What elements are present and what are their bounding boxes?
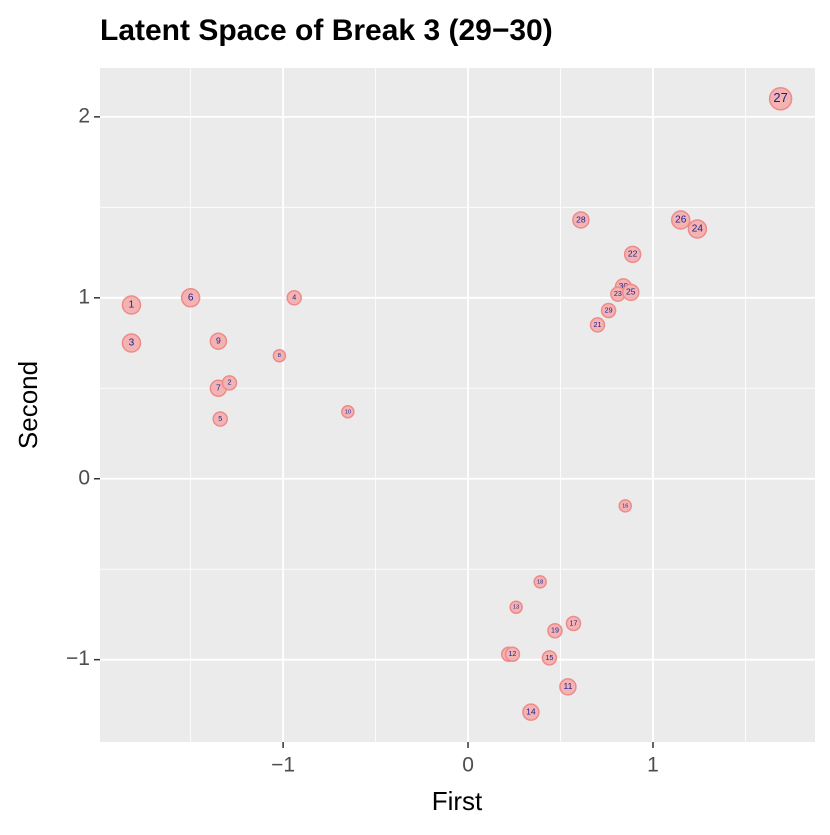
plot-panel	[100, 68, 815, 742]
point	[589, 317, 606, 333]
point	[533, 575, 547, 589]
point	[687, 219, 708, 239]
chart-title: Latent Space of Break 3 (29−30)	[100, 14, 553, 47]
point	[121, 295, 142, 315]
point-label: 25	[626, 287, 636, 297]
point	[670, 210, 691, 230]
y-tick-label: −1	[66, 647, 90, 670]
point-label: 12	[508, 650, 516, 658]
x-tick-label: −1	[271, 754, 295, 777]
point	[559, 678, 577, 696]
point-label: 30	[619, 281, 629, 291]
point	[209, 332, 228, 350]
point	[212, 411, 228, 427]
point	[623, 245, 642, 264]
point	[180, 288, 201, 308]
point	[509, 600, 523, 614]
y-tick-label: 1	[78, 285, 90, 308]
point-label: 19	[551, 627, 559, 635]
point-label: 18	[537, 579, 543, 585]
point	[547, 622, 563, 639]
point-label: 6	[188, 292, 194, 303]
y-tick-label: 2	[78, 104, 90, 127]
point-label: 24	[692, 224, 704, 235]
point-label: 13	[513, 605, 519, 611]
point-label: 26	[675, 215, 687, 226]
point	[768, 87, 793, 111]
point	[504, 646, 521, 662]
point-label: 22	[628, 249, 638, 259]
x-tick-label: 1	[647, 754, 659, 777]
point-label: 2	[227, 379, 231, 387]
point	[522, 703, 540, 721]
point-label: 17	[569, 619, 577, 627]
point-label: 9	[216, 335, 221, 345]
point-label: 4	[292, 294, 296, 302]
point-label: 16	[622, 503, 628, 509]
point	[622, 283, 640, 302]
x-axis-label: First	[432, 786, 483, 816]
point-label: 27	[773, 90, 787, 105]
point-label: 15	[545, 654, 553, 662]
x-tick-label: 0	[462, 754, 474, 777]
point-label: 29	[605, 306, 613, 314]
point	[565, 615, 582, 632]
point	[341, 405, 355, 419]
point-label: 8	[278, 353, 281, 359]
point	[600, 302, 617, 319]
point-label: 21	[594, 321, 602, 329]
y-tick-label: 0	[78, 466, 90, 489]
point-label: 3	[129, 338, 135, 349]
y-axis-label: Second	[13, 361, 43, 449]
point-label: 1	[129, 300, 135, 311]
point-label: 14	[526, 706, 536, 716]
point-label: 28	[576, 214, 586, 224]
point	[272, 348, 287, 363]
point	[121, 333, 142, 353]
point	[572, 211, 590, 229]
point-label: 23	[614, 290, 622, 298]
point	[618, 499, 632, 513]
point-label: 7	[216, 383, 221, 393]
point	[286, 290, 302, 306]
point-label: 10	[345, 409, 351, 415]
point	[541, 650, 558, 666]
point-label: 5	[218, 415, 222, 423]
point	[221, 375, 238, 391]
point-label: 11	[563, 681, 572, 691]
